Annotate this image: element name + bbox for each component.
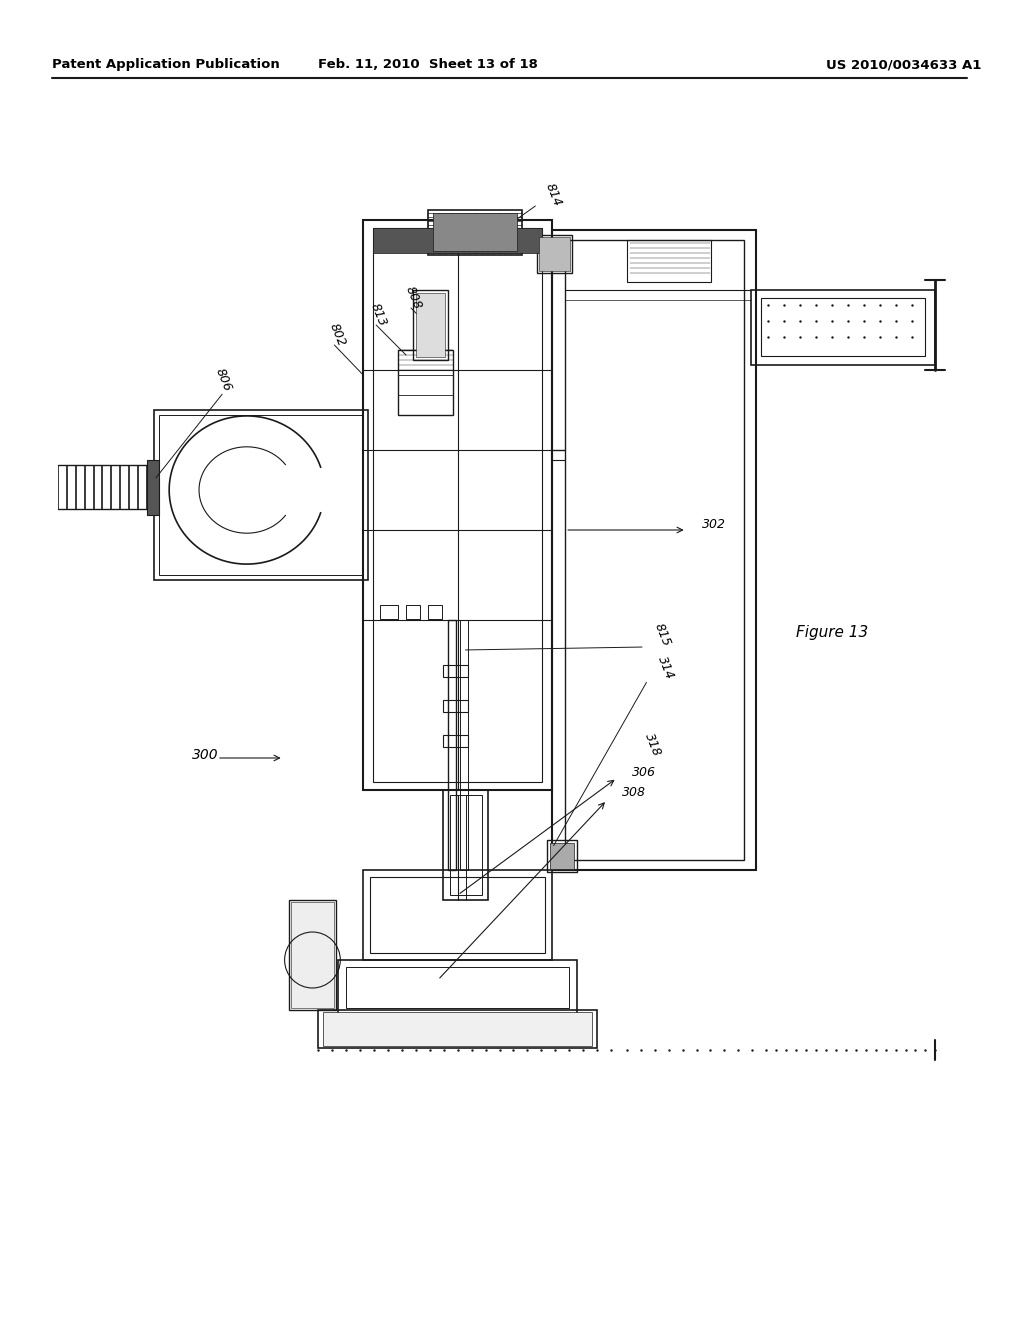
Bar	[552, 230, 757, 870]
Bar	[428, 605, 441, 619]
Bar	[398, 350, 453, 414]
Text: Figure 13: Figure 13	[796, 624, 868, 639]
Text: 302: 302	[701, 519, 726, 532]
Bar	[324, 1012, 592, 1045]
Bar	[346, 968, 569, 1008]
Bar	[442, 789, 487, 900]
Text: 306: 306	[632, 766, 656, 779]
Text: Patent Application Publication: Patent Application Publication	[52, 58, 280, 71]
Text: 808: 808	[403, 284, 424, 312]
Bar	[450, 795, 481, 895]
Bar	[338, 960, 578, 1015]
Bar	[121, 465, 128, 510]
Bar	[138, 465, 146, 510]
Text: 815: 815	[652, 622, 673, 648]
Bar	[406, 605, 420, 619]
Bar	[129, 465, 137, 510]
Bar	[85, 465, 92, 510]
Bar	[373, 228, 543, 781]
Bar	[433, 213, 517, 251]
Text: Feb. 11, 2010  Sheet 13 of 18: Feb. 11, 2010 Sheet 13 of 18	[318, 58, 538, 71]
Bar	[155, 411, 369, 579]
Text: 813: 813	[369, 301, 389, 329]
Bar	[442, 735, 468, 747]
Bar	[364, 870, 552, 960]
Text: 814: 814	[543, 181, 563, 209]
Bar	[761, 298, 926, 356]
Text: 318: 318	[642, 731, 663, 759]
Bar	[442, 700, 468, 711]
Bar	[102, 465, 111, 510]
Text: 802: 802	[327, 322, 347, 348]
Bar	[442, 665, 468, 677]
Bar	[112, 465, 120, 510]
Bar	[93, 465, 101, 510]
Bar	[318, 1010, 597, 1048]
Bar	[291, 902, 335, 1008]
Bar	[373, 228, 543, 253]
Bar	[550, 843, 574, 869]
Bar	[565, 240, 744, 861]
Bar	[67, 465, 75, 510]
Bar	[147, 465, 156, 510]
Bar	[364, 220, 552, 789]
Bar	[147, 459, 159, 515]
Bar	[76, 465, 84, 510]
Bar	[540, 238, 570, 271]
Bar	[289, 900, 336, 1010]
Bar	[460, 620, 468, 870]
Text: 806: 806	[213, 367, 234, 393]
Bar	[57, 465, 66, 510]
Bar	[447, 620, 456, 870]
Bar	[752, 290, 935, 366]
Text: 300: 300	[193, 748, 219, 762]
Text: 308: 308	[622, 787, 646, 800]
Bar	[538, 235, 572, 273]
Bar	[159, 414, 364, 576]
Text: US 2010/0034633 A1: US 2010/0034633 A1	[826, 58, 981, 71]
Bar	[547, 840, 578, 873]
Bar	[413, 290, 447, 360]
Bar	[380, 605, 398, 619]
Bar	[627, 240, 712, 282]
Bar	[428, 210, 522, 255]
Bar	[416, 293, 444, 356]
Bar	[370, 876, 546, 953]
Text: 314: 314	[654, 655, 676, 681]
